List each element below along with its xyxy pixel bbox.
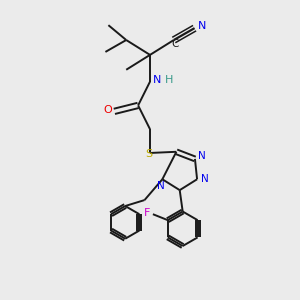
Text: N: N bbox=[201, 174, 208, 184]
Text: C: C bbox=[172, 40, 179, 50]
Text: F: F bbox=[144, 208, 151, 218]
Text: O: O bbox=[103, 105, 112, 115]
Text: N: N bbox=[153, 75, 162, 85]
Text: H: H bbox=[165, 75, 173, 85]
Text: N: N bbox=[157, 181, 165, 191]
Text: S: S bbox=[145, 148, 152, 159]
Text: N: N bbox=[198, 21, 206, 31]
Text: N: N bbox=[198, 151, 206, 161]
